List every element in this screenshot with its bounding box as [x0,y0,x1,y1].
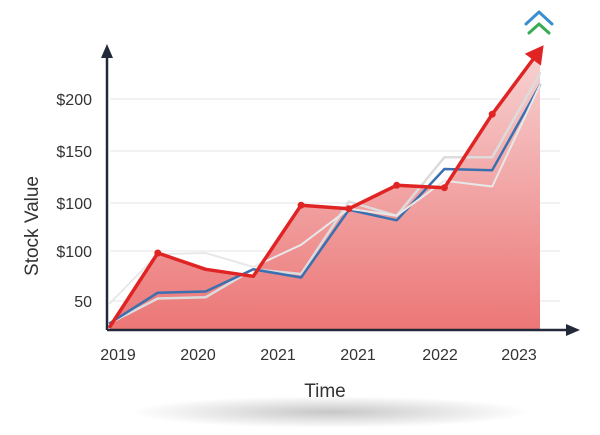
data-point [488,110,496,118]
data-point [440,184,448,192]
series-line-main [108,48,542,329]
y-tick-labels: 50 $100 $100 $150 $200 [56,92,92,311]
double-chevron-up-icon [524,10,554,35]
y-tick-label: $100 [56,196,92,213]
series-line-blue [108,83,542,325]
data-point [154,249,162,257]
x-tick-label: 2021 [340,347,376,364]
axes [101,44,580,336]
x-axis-title: Time [304,381,346,402]
data-point [297,201,305,209]
x-tick-label: 2020 [180,347,216,364]
y-tick-label: 50 [74,294,92,311]
series-line-gray [109,84,541,305]
area-fill [110,50,540,330]
x-axis-arrow [566,324,580,336]
x-tick-label: 2023 [501,347,537,364]
series-lines [108,45,544,329]
y-tick-label: $150 [56,144,92,161]
y-tick-label: $200 [56,92,92,109]
y-tick-label: $100 [56,244,92,261]
floor-shadow [130,396,530,428]
y-axis-title: Stock Value [22,176,43,276]
x-tick-label: 2019 [100,347,136,364]
y-axis-arrow [101,44,113,58]
data-point [345,205,353,213]
x-tick-labels: 2019 2020 2021 2021 2022 2023 [100,347,537,364]
x-tick-label: 2021 [260,347,296,364]
series-line-light [108,72,542,325]
x-tick-label: 2022 [422,347,458,364]
trend-arrowhead [524,45,544,66]
data-point [393,181,401,189]
